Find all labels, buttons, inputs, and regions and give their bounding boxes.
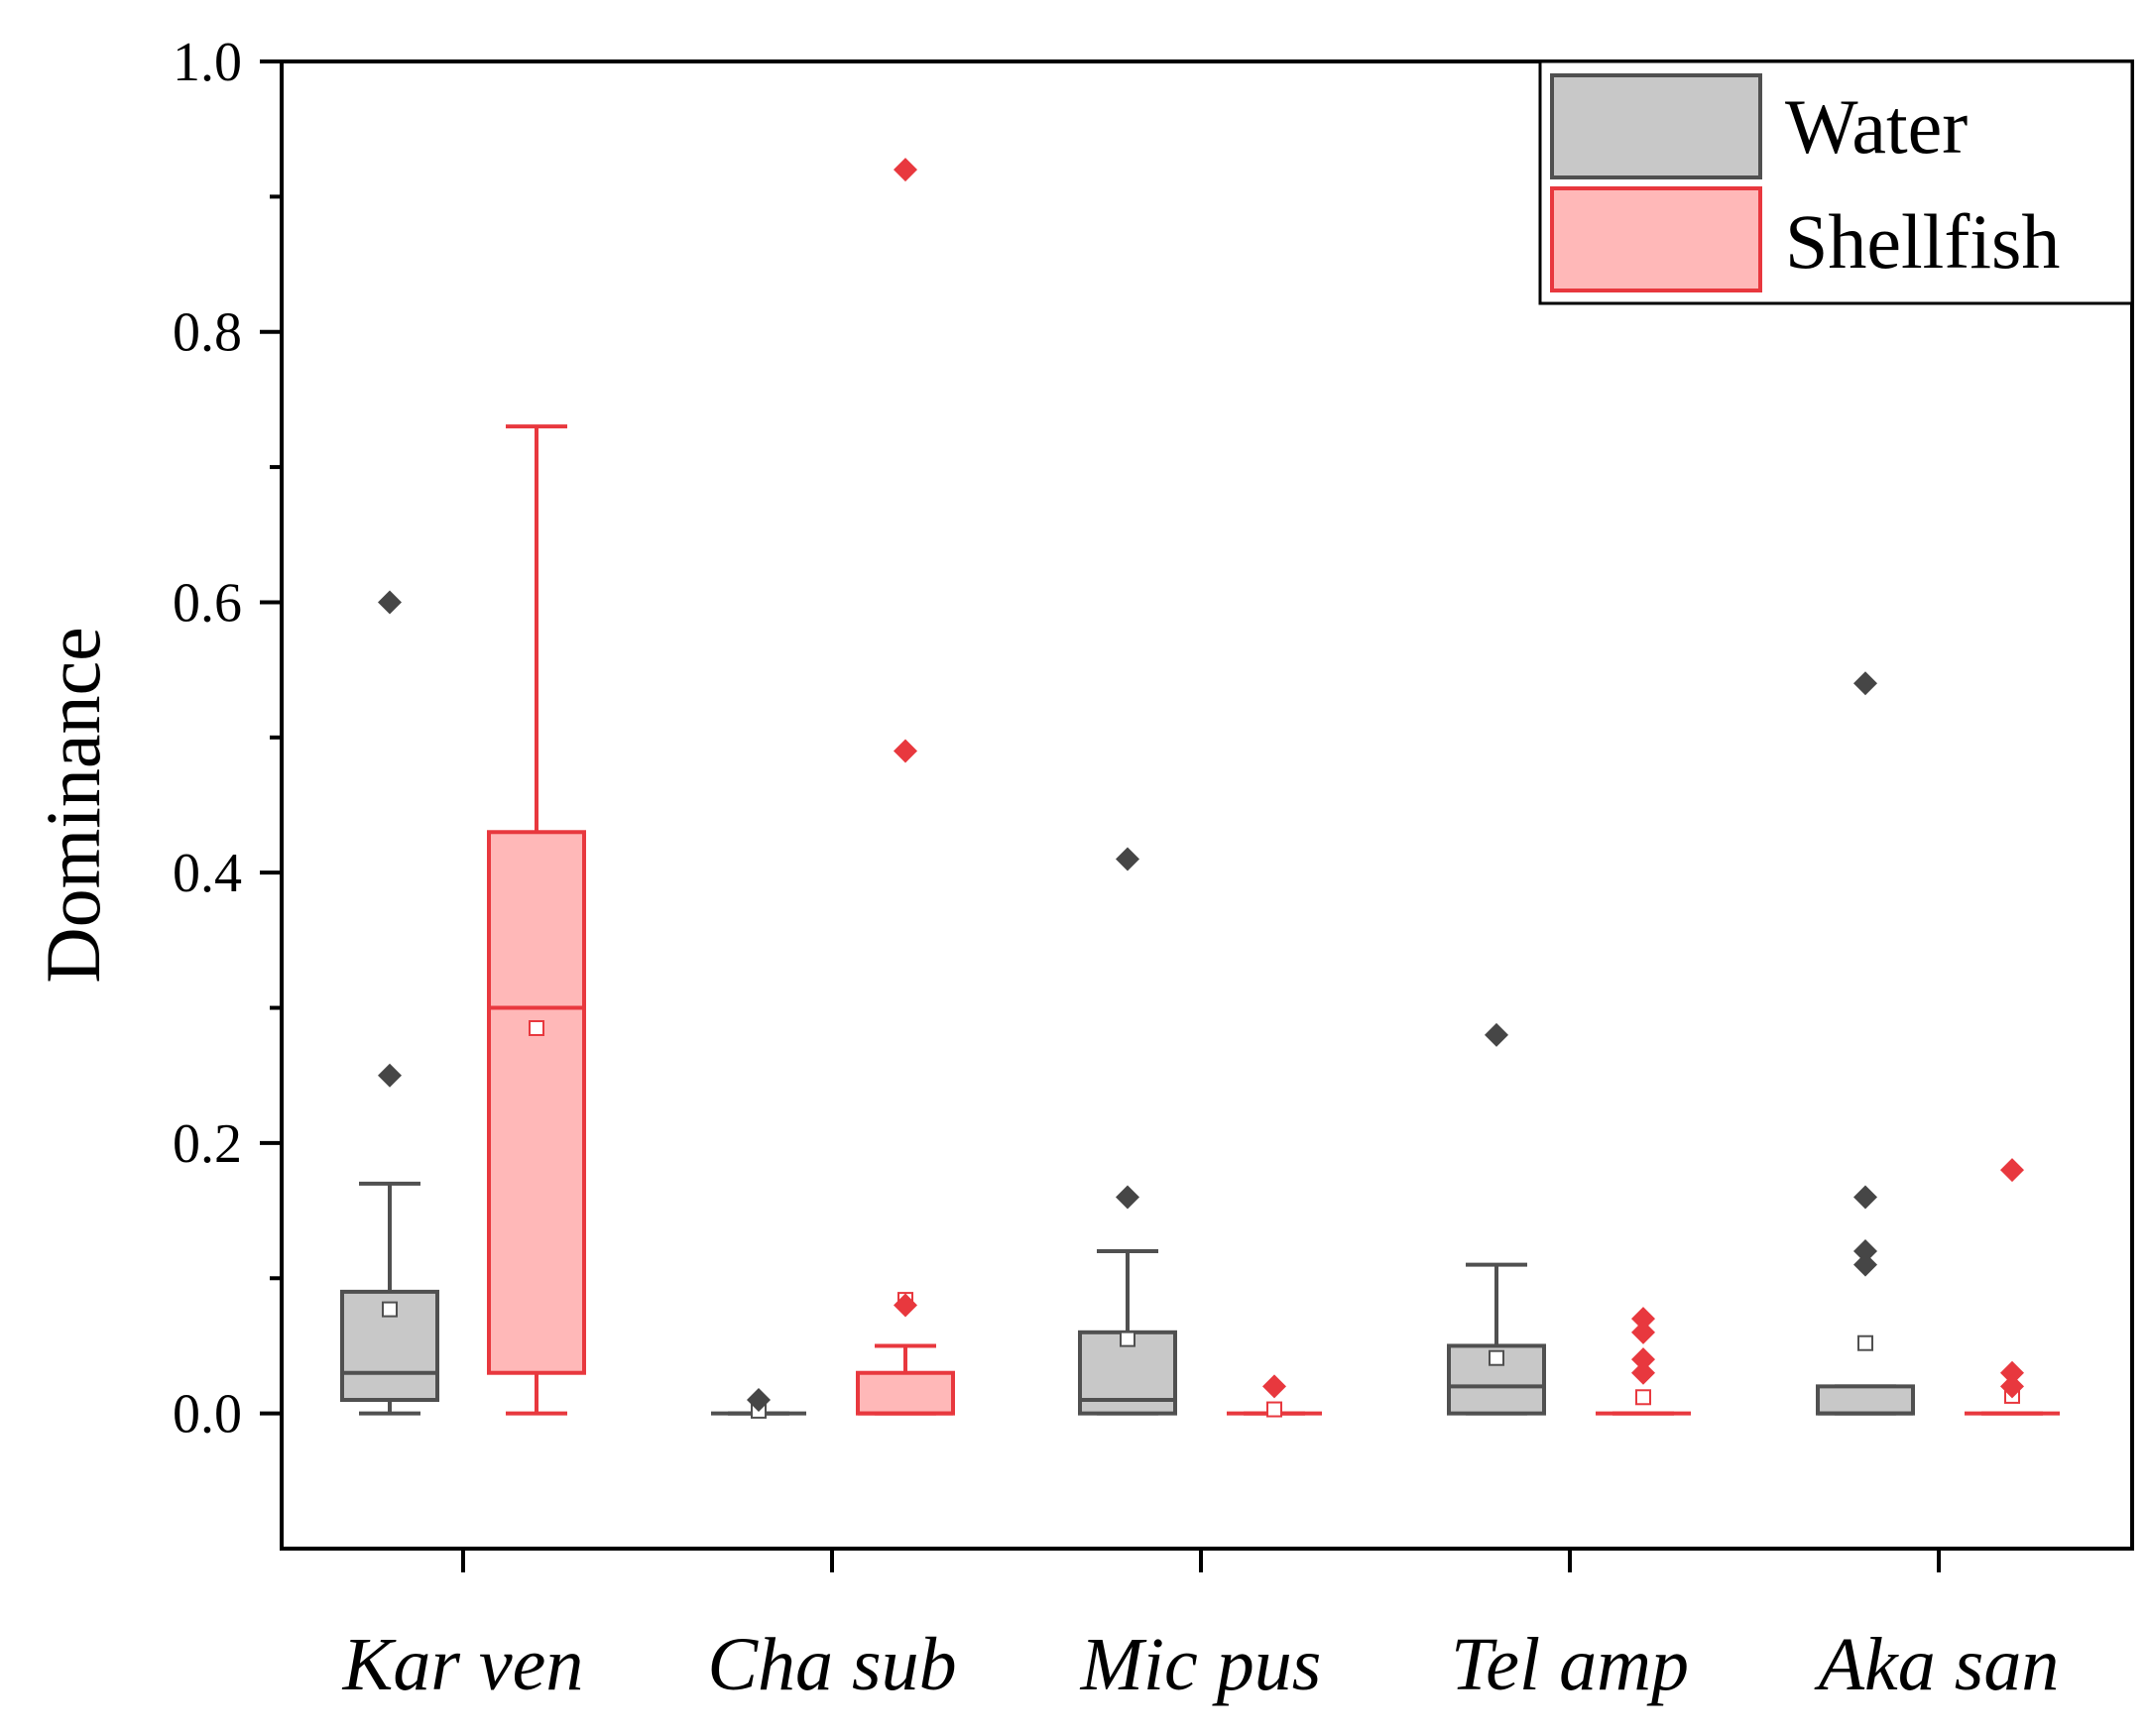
outlier-point <box>378 1063 402 1088</box>
legend-label-shellfish: Shellfish <box>1785 198 2060 285</box>
y-tick-label: 1.0 <box>173 32 242 93</box>
outlier-point <box>1631 1320 1655 1344</box>
mean-marker <box>1857 1334 1873 1351</box>
x-category-label: Tel amp <box>1451 1623 1689 1706</box>
outlier-point <box>1853 1185 1877 1210</box>
mean-marker <box>382 1301 398 1318</box>
mean-marker <box>1635 1389 1651 1406</box>
y-tick-label: 0.4 <box>173 843 242 904</box>
iqr-box <box>1816 1384 1915 1416</box>
outlier-point <box>894 1293 917 1318</box>
outlier-point <box>1853 671 1877 696</box>
x-category-label: Kar ven <box>342 1623 584 1706</box>
outlier-point <box>894 158 917 182</box>
y-axis: 0.0 0.2 0.4 0.6 0.8 1.0 <box>173 32 282 1446</box>
outlier-point <box>1853 1239 1877 1263</box>
iqr-box <box>1447 1343 1546 1416</box>
mean-marker <box>1120 1331 1135 1347</box>
box-shellfish-2 <box>1227 1374 1322 1418</box>
y-tick-label: 0.6 <box>173 572 242 634</box>
outlier-point <box>378 590 402 615</box>
box-shellfish-4 <box>1965 1158 2060 1416</box>
legend-label-water: Water <box>1785 83 1968 170</box>
box-water-2 <box>1078 847 1177 1416</box>
outlier-point <box>2000 1158 2024 1183</box>
mean-marker <box>1489 1349 1504 1366</box>
legend-swatch-water <box>1550 73 1762 179</box>
outlier-point <box>1631 1360 1655 1385</box>
x-axis: Kar ven Cha sub Mic pus Tel amp Aka san <box>342 1549 2060 1706</box>
box-shellfish-3 <box>1596 1307 1691 1416</box>
plot-frame <box>280 59 2134 1551</box>
outlier-point <box>2000 1360 2024 1385</box>
outlier-point <box>747 1388 771 1412</box>
outlier-point <box>1631 1347 1655 1372</box>
outlier-point <box>1116 1185 1139 1210</box>
box-water-0 <box>340 590 439 1416</box>
y-tick-label: 0.2 <box>173 1113 242 1175</box>
x-category-label: Aka san <box>1814 1623 2060 1706</box>
x-category-label: Mic pus <box>1080 1623 1322 1706</box>
outlier-point <box>1262 1374 1286 1399</box>
outlier-point <box>894 739 917 763</box>
outlier-point <box>1116 847 1139 871</box>
legend-swatch-shellfish <box>1550 186 1762 292</box>
legend: Water Shellfish <box>1538 59 2134 305</box>
y-tick-label: 0.8 <box>173 302 242 364</box>
box-water-4 <box>1816 671 1915 1416</box>
plot-area <box>340 158 2060 1419</box>
outlier-point <box>1631 1307 1655 1331</box>
iqr-box <box>856 1370 955 1416</box>
box-shellfish-1 <box>856 158 955 1416</box>
mean-marker <box>529 1020 544 1036</box>
box-water-3 <box>1447 1022 1546 1416</box>
y-tick-label: 0.0 <box>173 1384 242 1446</box>
y-axis-title: Dominance <box>30 627 116 984</box>
x-category-label: Cha sub <box>707 1623 956 1706</box>
iqr-box <box>487 830 586 1375</box>
outlier-point <box>2000 1374 2024 1399</box>
box-water-1 <box>711 1388 806 1419</box>
mean-marker <box>1266 1401 1282 1418</box>
outlier-point <box>1853 1252 1877 1277</box>
outlier-point <box>1485 1022 1508 1047</box>
box-shellfish-0 <box>487 424 586 1416</box>
